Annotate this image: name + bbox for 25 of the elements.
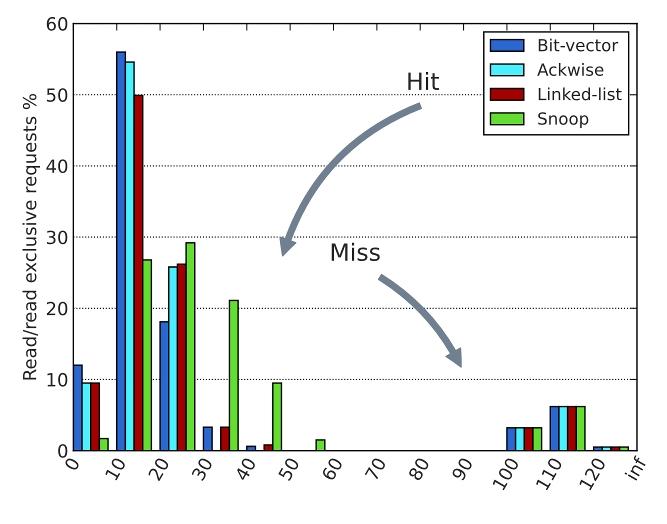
y-tick-label: 40 bbox=[46, 159, 68, 174]
annotation: Hit bbox=[408, 72, 440, 90]
legend-label: Snoop bbox=[538, 112, 588, 128]
x-tick-label: 10 bbox=[104, 456, 126, 481]
x-tick-label: 80 bbox=[408, 456, 430, 482]
x-tick-label: 90 bbox=[451, 456, 474, 482]
x-tick-label: 40 bbox=[234, 456, 256, 482]
legend-label: Linked-list bbox=[538, 88, 622, 100]
y-axis-title: Read/read exclusive requests % bbox=[22, 94, 40, 380]
y-tick-label: 60 bbox=[46, 17, 68, 31]
annotation: Miss bbox=[332, 242, 380, 262]
y-tick-label: 20 bbox=[46, 302, 68, 316]
y-tick-label: 10 bbox=[48, 372, 68, 387]
x-tick-label: 50 bbox=[278, 456, 300, 482]
x-tick-label: inf bbox=[624, 455, 648, 481]
x-tick-label: 60 bbox=[321, 456, 344, 482]
legend-label: Ackwise bbox=[537, 63, 604, 76]
y-tick-label: 30 bbox=[46, 230, 68, 244]
x-tick-label: 20 bbox=[148, 456, 170, 482]
legend-label: Bit-vector bbox=[538, 38, 618, 52]
x-tick-label: 30 bbox=[191, 456, 214, 482]
x-tick-label: 70 bbox=[364, 456, 387, 482]
y-tick-label: 0 bbox=[58, 444, 68, 458]
y-tick-label: 50 bbox=[46, 88, 68, 102]
x-tick-label: 0 bbox=[64, 456, 80, 472]
